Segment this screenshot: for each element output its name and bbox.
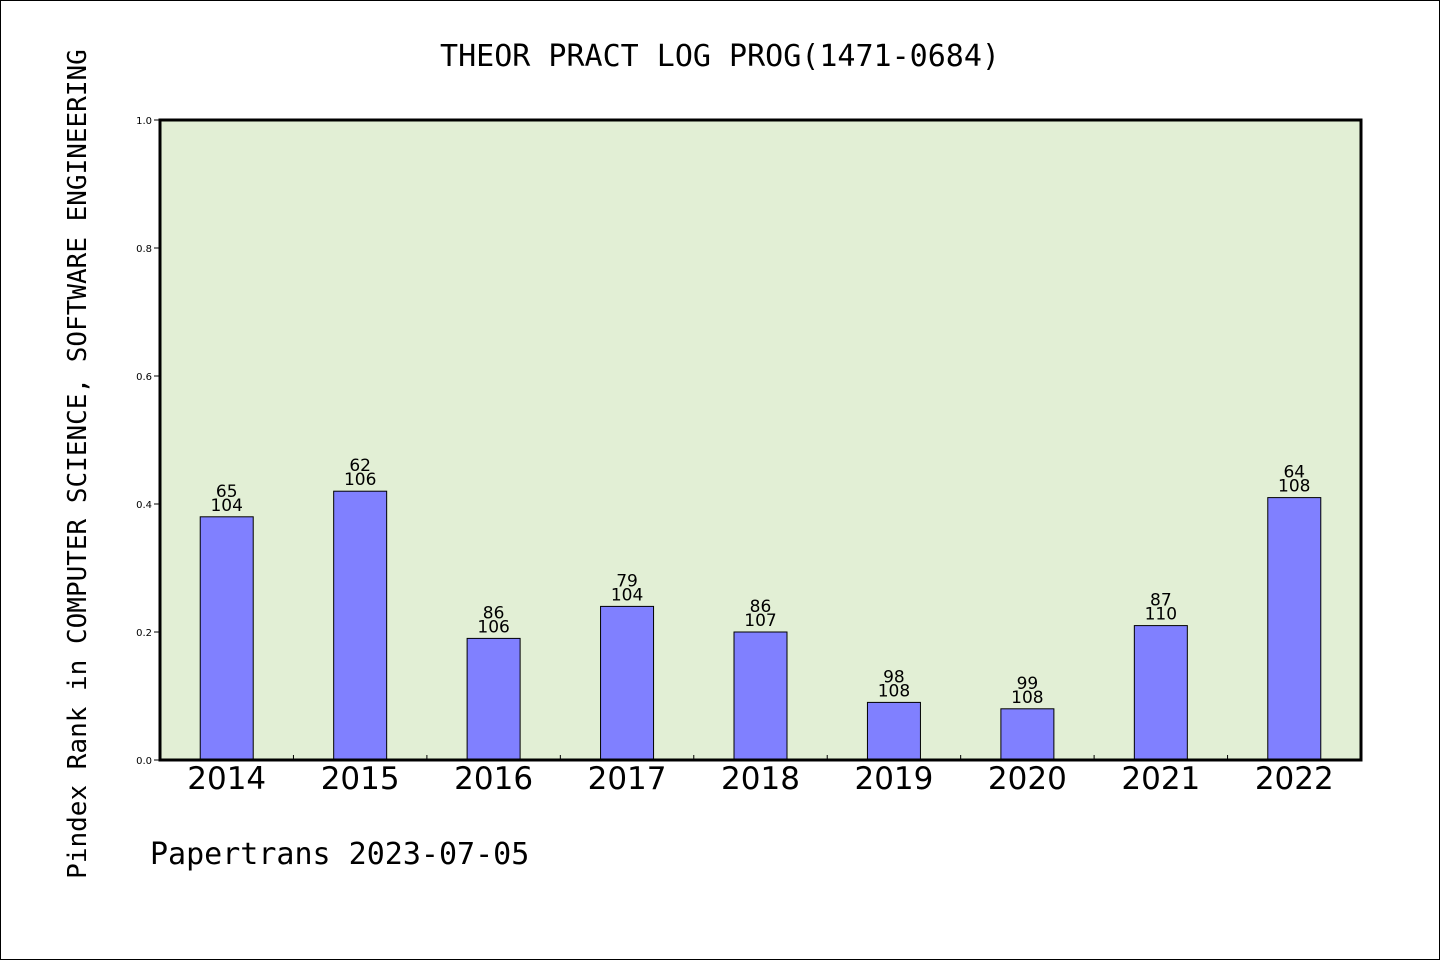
bar-label-top: 98 bbox=[883, 667, 905, 687]
x-tick-label: 2016 bbox=[454, 761, 533, 797]
bar bbox=[866, 701, 921, 761]
y-tick-label: 1.0 bbox=[136, 116, 152, 127]
bar-label-top: 86 bbox=[750, 597, 772, 617]
bar bbox=[733, 631, 788, 761]
x-tick-label: 2022 bbox=[1255, 761, 1334, 797]
x-tick-label: 2018 bbox=[721, 761, 800, 797]
bar bbox=[466, 637, 521, 761]
y-axis-label: Pindex Rank in COMPUTER SCIENCE, SOFTWAR… bbox=[63, 49, 93, 879]
bar-label-top: 64 bbox=[1283, 463, 1305, 483]
bar-label-top: 87 bbox=[1150, 591, 1172, 611]
bar bbox=[333, 490, 388, 761]
bar-label-bottom: 104 bbox=[611, 585, 643, 605]
bar bbox=[1133, 625, 1188, 761]
bar-label-top: 99 bbox=[1017, 674, 1039, 694]
y-tick-label: 0.2 bbox=[136, 628, 152, 639]
x-tick-label: 2020 bbox=[988, 761, 1067, 797]
y-tick-label: 0.0 bbox=[136, 756, 152, 767]
bar-label-top: 62 bbox=[349, 456, 371, 476]
bar bbox=[1000, 708, 1055, 761]
x-tick-label: 2017 bbox=[588, 761, 667, 797]
bar-label-bottom: 106 bbox=[344, 470, 376, 490]
ticks-layer: 0.0 0.2 0.4 0.6 0.8 1.0 2014 2015 2016 2017 2018 20… bbox=[136, 116, 1334, 797]
bar-label-top: 86 bbox=[483, 603, 505, 623]
bar-label-bottom: 104 bbox=[210, 496, 242, 516]
bar bbox=[600, 605, 655, 761]
y-tick-label: 0.8 bbox=[136, 244, 152, 255]
bar-label-bottom: 108 bbox=[1278, 477, 1310, 497]
x-tick-label: 2014 bbox=[187, 761, 266, 797]
bar-label-top: 65 bbox=[216, 482, 238, 502]
bar-label-bottom: 106 bbox=[477, 617, 509, 637]
bar bbox=[199, 516, 254, 761]
bar-label-bottom: 107 bbox=[744, 611, 776, 631]
y-tick-label: 0.4 bbox=[136, 500, 152, 511]
bar-label-top: 79 bbox=[616, 571, 638, 591]
chart-title: THEOR PRACT LOG PROG(1471-0684) bbox=[440, 39, 1000, 74]
x-tick-label: 2021 bbox=[1121, 761, 1200, 797]
bar-label-bottom: 108 bbox=[1011, 688, 1043, 708]
plot-border bbox=[158, 118, 1363, 762]
bar-label-bottom: 110 bbox=[1145, 605, 1177, 625]
x-tick-label: 2019 bbox=[854, 761, 933, 797]
bar-label-bottom: 108 bbox=[878, 681, 910, 701]
x-tick-label: 2015 bbox=[321, 761, 400, 797]
bar bbox=[1267, 497, 1322, 761]
y-tick-label: 0.6 bbox=[136, 372, 152, 383]
footer-text: Papertrans 2023-07-05 bbox=[150, 837, 529, 872]
